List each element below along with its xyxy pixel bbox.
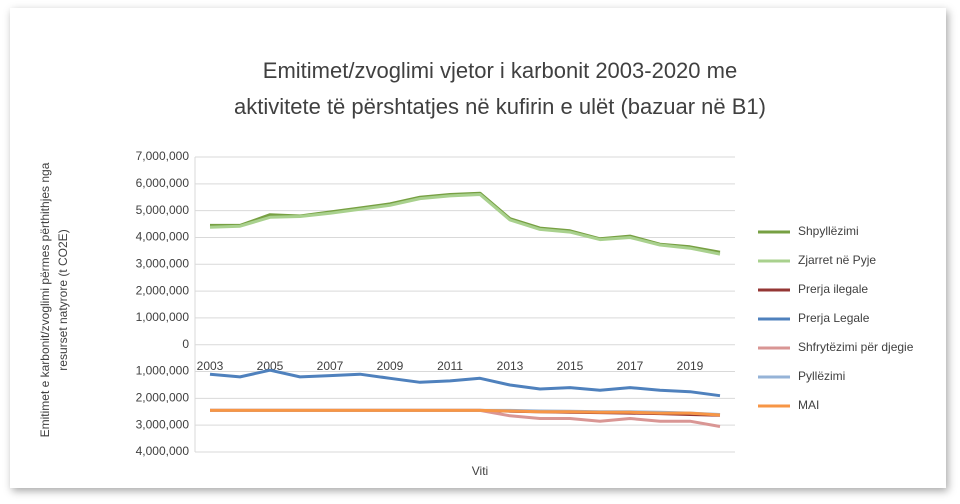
y-tick-label: 3,000,000	[136, 417, 190, 431]
y-tick-label: 3,000,000	[136, 256, 190, 270]
y-tick-label: 4,000,000	[136, 230, 190, 244]
chart-title: aktivitete të përshtatjes në kufirin e u…	[234, 94, 766, 119]
y-tick-label: 4,000,000	[136, 444, 190, 458]
y-tick-label: 2,000,000	[136, 391, 190, 405]
series-line	[210, 408, 721, 417]
x-tick-label: 2013	[497, 359, 524, 373]
legend-label: Shfrytëzimi për djegie	[798, 340, 914, 354]
x-tick-label: 2011	[437, 359, 463, 373]
x-tick-label: 2009	[377, 359, 404, 373]
y-tick-label: 1,000,000	[136, 364, 190, 378]
y-tick-label: 6,000,000	[136, 176, 190, 190]
x-tick-label: 2017	[617, 359, 644, 373]
legend-label: Shpyllëzimi	[798, 224, 859, 238]
y-tick-label: 5,000,000	[136, 203, 190, 217]
x-tick-label: 2005	[257, 359, 284, 373]
x-tick-label: 2003	[197, 359, 224, 373]
chart-card	[10, 8, 946, 488]
y-tick-label: 1,000,000	[136, 310, 190, 324]
legend-label: Prerja ilegale	[798, 282, 868, 296]
series-line	[210, 191, 721, 254]
y-axis-label: resurset natyrore (t CO2E)	[56, 229, 70, 370]
x-axis-label: Viti	[472, 464, 488, 478]
legend-label: Pyllëzimi	[798, 369, 845, 383]
series-line	[209, 193, 721, 256]
legend-label: Prerja Legale	[798, 311, 870, 325]
legend-label: MAI	[798, 398, 819, 412]
x-tick-label: 2019	[677, 359, 704, 373]
legend-label: Zjarret në Pyje	[798, 253, 876, 267]
y-tick-label: 2,000,000	[136, 283, 190, 297]
y-axis-label: Emitimet e karbonit/zvoglimi përmes përt…	[38, 162, 52, 437]
x-tick-label: 2007	[317, 359, 344, 373]
series-line	[209, 368, 721, 398]
chart-title: Emitimet/zvoglimi vjetor i karbonit 2003…	[263, 58, 737, 83]
y-tick-label: 0	[182, 337, 189, 351]
x-tick-label: 2015	[557, 359, 584, 373]
y-tick-label: 7,000,000	[136, 149, 190, 163]
